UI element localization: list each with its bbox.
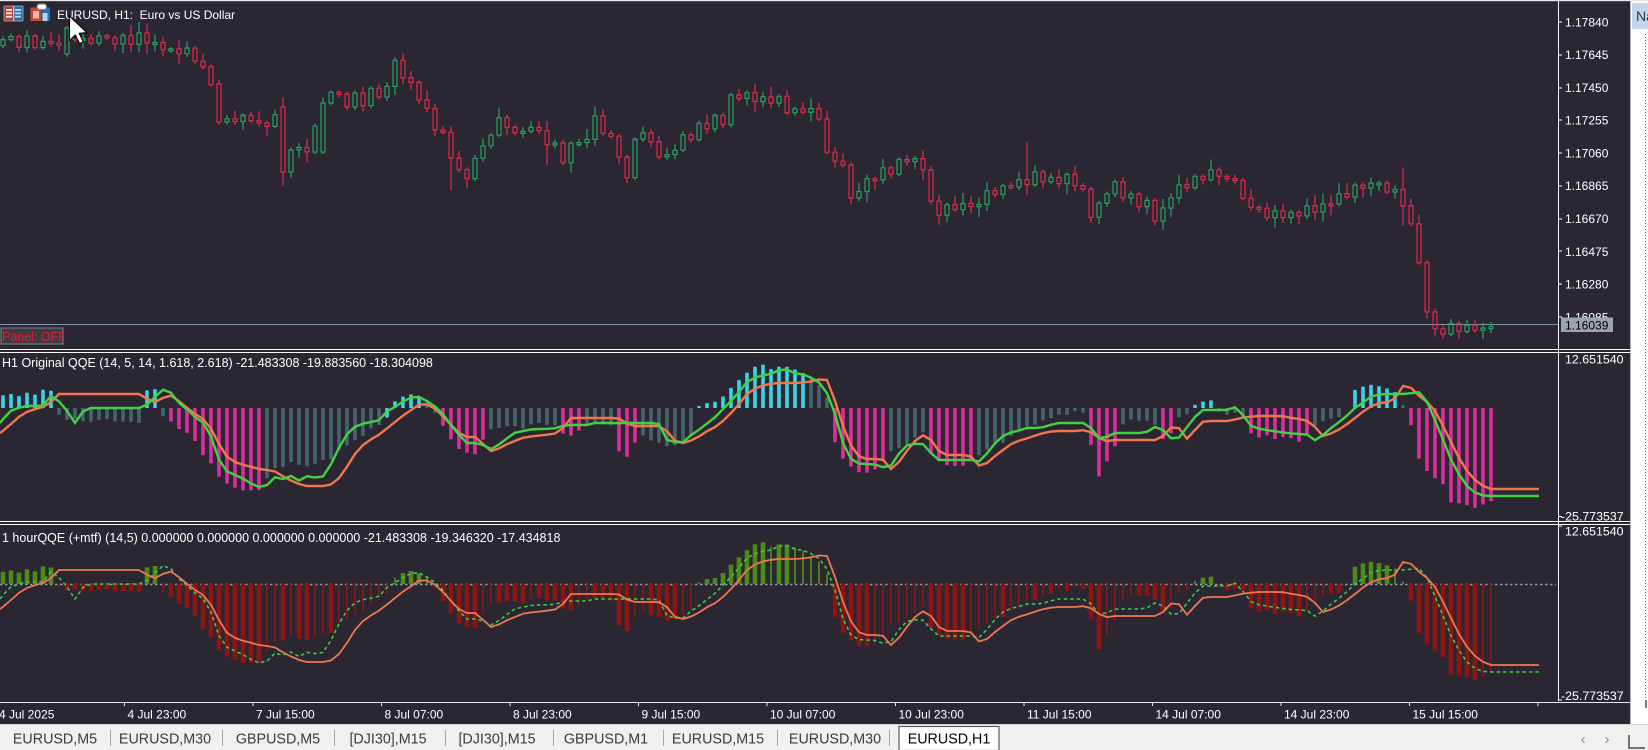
svg-text:14 Jul 07:00: 14 Jul 07:00: [1156, 708, 1222, 722]
svg-text:7 Jul 15:00: 7 Jul 15:00: [256, 708, 315, 722]
svg-text:1.16475: 1.16475: [1565, 245, 1609, 259]
svg-text:-25.773537: -25.773537: [1561, 689, 1624, 703]
svg-text:1.17255: 1.17255: [1565, 114, 1609, 128]
svg-text:11 Jul 15:00: 11 Jul 15:00: [1027, 708, 1092, 722]
svg-text:EURUSD,M30: EURUSD,M30: [789, 732, 881, 748]
svg-text:1.17450: 1.17450: [1565, 81, 1609, 95]
svg-text:1.16670: 1.16670: [1565, 212, 1609, 226]
svg-text:15 Jul 15:00: 15 Jul 15:00: [1413, 708, 1479, 722]
svg-text:[DJI30],M15: [DJI30],M15: [349, 732, 426, 748]
svg-text:1.16039: 1.16039: [1565, 319, 1609, 333]
svg-text:8 Jul 07:00: 8 Jul 07:00: [385, 708, 444, 722]
svg-text:1.17840: 1.17840: [1565, 15, 1609, 29]
svg-text:EURUSD,M30: EURUSD,M30: [119, 732, 211, 748]
svg-text:[DJI30],M15: [DJI30],M15: [458, 732, 535, 748]
svg-text:4 Jul 2025: 4 Jul 2025: [0, 708, 55, 722]
svg-text:1.16280: 1.16280: [1565, 278, 1609, 292]
svg-text:GBPUSD,M5: GBPUSD,M5: [236, 732, 320, 748]
svg-text:EURUSD,H1: EURUSD,H1: [908, 732, 991, 748]
svg-text:10 Jul 23:00: 10 Jul 23:00: [899, 708, 965, 722]
svg-text:10 Jul 07:00: 10 Jul 07:00: [770, 708, 836, 722]
svg-text:EURUSD,M15: EURUSD,M15: [672, 732, 764, 748]
svg-text:GBPUSD,M1: GBPUSD,M1: [564, 732, 648, 748]
svg-text:4 Jul 23:00: 4 Jul 23:00: [128, 708, 187, 722]
svg-text:‹: ‹: [1581, 731, 1586, 748]
svg-text:EURUSD, H1: Euro vs US Dollar: EURUSD, H1: Euro vs US Dollar: [57, 8, 235, 22]
svg-text:H1 Original QQE (14, 5, 14, 1.: H1 Original QQE (14, 5, 14, 1.618, 2.618…: [2, 356, 433, 370]
svg-text:1.17060: 1.17060: [1565, 146, 1609, 160]
svg-text:›: ›: [1605, 731, 1610, 748]
svg-text:-25.773537: -25.773537: [1561, 510, 1624, 524]
svg-text:Na: Na: [1636, 8, 1648, 24]
svg-text:Panel: OFF: Panel: OFF: [2, 330, 66, 344]
svg-text:9 Jul 15:00: 9 Jul 15:00: [642, 708, 701, 722]
svg-text:1.16865: 1.16865: [1565, 179, 1609, 193]
svg-text:8 Jul 23:00: 8 Jul 23:00: [513, 708, 572, 722]
svg-text:12.651540: 12.651540: [1565, 353, 1624, 367]
svg-text:12.651540: 12.651540: [1565, 525, 1624, 539]
svg-text:1.17645: 1.17645: [1565, 48, 1609, 62]
svg-text:1 hourQQE (+mtf) (14,5) 0.0000: 1 hourQQE (+mtf) (14,5) 0.000000 0.00000…: [2, 531, 560, 545]
svg-text:EURUSD,M5: EURUSD,M5: [13, 732, 97, 748]
svg-text:14 Jul 23:00: 14 Jul 23:00: [1284, 708, 1350, 722]
